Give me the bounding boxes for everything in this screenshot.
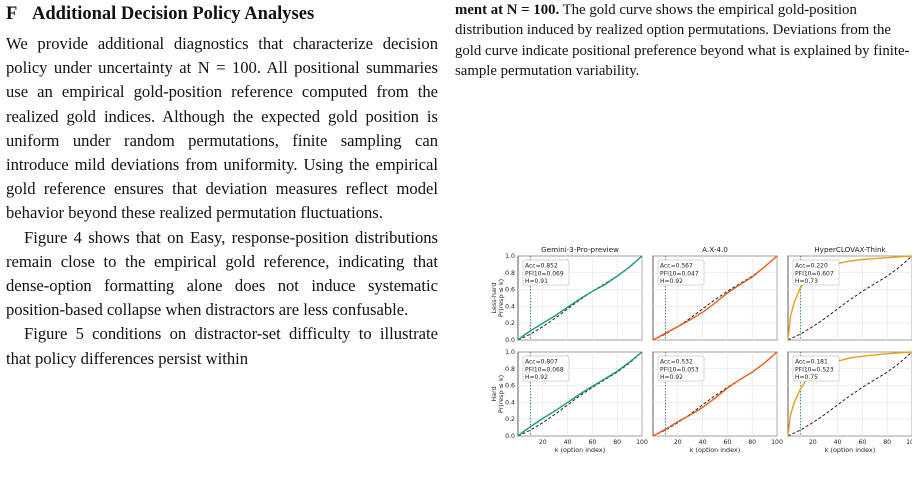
caption-text: The gold curve shows the empirical gold-… — [455, 2, 910, 80]
x-axis-label: k (option index) — [690, 446, 740, 454]
x-tick-label: 40 — [564, 439, 572, 446]
stats-label: H=0.91 — [525, 278, 548, 285]
stats-box — [657, 259, 705, 286]
caption-bold: ment at N = 100. — [455, 2, 560, 18]
stats-label: Acc=0.532 — [660, 359, 693, 366]
y-tick-label: 0.6 — [505, 287, 515, 294]
stats-label: H=0.92 — [660, 278, 683, 285]
x-tick-label: 80 — [883, 439, 891, 446]
section-heading: F Additional Decision Policy Analyses — [6, 2, 438, 26]
x-tick-label: 20 — [674, 439, 682, 446]
row-label: Hard — [490, 386, 498, 401]
panel-title: Gemini-3-Pro-preview — [541, 245, 619, 254]
stats-label: PFI10=0.069 — [525, 270, 564, 277]
panel-title: HyperCLOVAX-Think — [814, 245, 886, 254]
x-tick-label: 60 — [723, 439, 731, 446]
model-curve — [652, 255, 778, 341]
y-axis-label: Pr(resp ≤ k) — [497, 375, 505, 413]
x-tick-label: 100 — [906, 439, 912, 446]
stats-label: PFI10=0.607 — [795, 270, 834, 277]
y-tick-label: 0.2 — [505, 416, 515, 423]
stats-label: H=0.92 — [525, 374, 548, 381]
stats-label: PFI10=0.068 — [525, 366, 564, 373]
y-axis-label: Pr(resp ≤ k) — [497, 279, 505, 317]
model-curve — [517, 255, 643, 341]
stats-label: PFI10=0.047 — [660, 270, 699, 277]
model-curve — [652, 351, 778, 437]
x-tick-label: 100 — [771, 439, 783, 446]
body-paragraph-1: We provide additional diagnostics that c… — [6, 34, 438, 223]
right-column: ment at N = 100. The gold curve shows th… — [455, 0, 917, 82]
row-label: Less-hard — [490, 283, 498, 314]
x-axis-label: k (option index) — [555, 446, 605, 454]
stats-box — [522, 259, 570, 286]
x-tick-label: 60 — [588, 439, 596, 446]
stats-label: Acc=0.181 — [795, 359, 828, 366]
x-tick-label: 20 — [539, 439, 547, 446]
stats-label: H=0.92 — [660, 374, 683, 381]
x-tick-label: 20 — [809, 439, 817, 446]
y-tick-label: 0.0 — [505, 433, 515, 440]
y-tick-label: 0.4 — [505, 399, 515, 406]
x-tick-label: 80 — [613, 439, 621, 446]
stats-box — [657, 355, 705, 382]
stats-box — [522, 355, 570, 382]
y-tick-label: 0.2 — [505, 320, 515, 327]
stats-label: H=0.75 — [795, 374, 818, 381]
figure-caption: ment at N = 100. The gold curve shows th… — [455, 0, 917, 82]
stats-label: Acc=0.220 — [795, 263, 828, 270]
x-tick-label: 60 — [858, 439, 866, 446]
y-tick-label: 0.8 — [505, 270, 515, 277]
stats-label: H=0.73 — [795, 278, 818, 285]
stats-box — [792, 259, 840, 286]
body-paragraph-2: Figure 4 shows that on Easy, response-po… — [6, 227, 438, 320]
y-tick-label: 0.8 — [505, 366, 515, 373]
x-tick-label: 80 — [748, 439, 756, 446]
stats-label: Acc=0.807 — [525, 359, 558, 366]
y-tick-label: 0.4 — [505, 303, 515, 310]
stats-label: PFI10=0.053 — [660, 366, 699, 373]
model-curve — [517, 351, 643, 437]
x-tick-label: 40 — [699, 439, 707, 446]
y-tick-label: 0.0 — [505, 337, 515, 344]
section-title: Additional Decision Policy Analyses — [32, 4, 315, 24]
left-column: F Additional Decision Policy Analyses We … — [6, 0, 438, 371]
x-tick-label: 100 — [636, 439, 648, 446]
panel-title: A.X-4.0 — [702, 245, 728, 254]
x-tick-label: 40 — [834, 439, 842, 446]
stats-box — [792, 355, 840, 382]
x-axis-label: k (option index) — [825, 446, 875, 454]
stats-label: Acc=0.852 — [525, 263, 558, 270]
stats-label: Acc=0.567 — [660, 263, 693, 270]
y-tick-label: 1.0 — [505, 349, 515, 356]
section-number: F — [6, 4, 18, 24]
body-paragraph-3: Figure 5 conditions on distractor-set di… — [6, 324, 438, 368]
y-tick-label: 1.0 — [505, 253, 515, 260]
y-tick-label: 0.6 — [505, 383, 515, 390]
stats-label: PFI10=0.523 — [795, 366, 834, 373]
